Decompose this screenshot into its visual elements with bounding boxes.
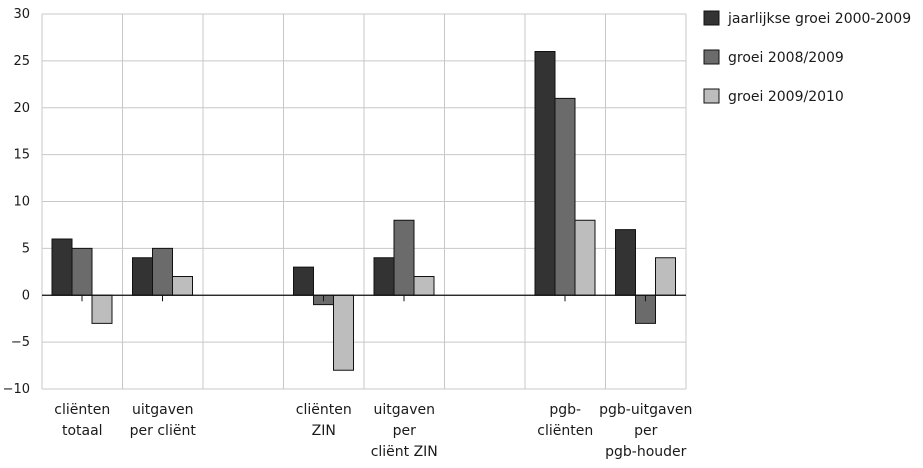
category-label: ZIN [312,423,336,439]
grid-lines [41,13,687,390]
category-label: uitgaven [132,402,194,418]
category-label: per [393,423,417,439]
bar-1 [615,229,636,296]
legend-label: groei 2008/2009 [728,50,844,66]
category-label: per [634,423,658,439]
legend-swatch [703,49,720,65]
y-tick-label: 30 [13,7,30,22]
y-tick-label: 5 [22,241,30,256]
category-label: cliënt ZIN [371,444,438,460]
category-label: pgb-uitgaven [599,402,692,418]
bar-3 [91,294,113,324]
bar-1 [293,266,314,296]
legend: jaarlijkse groei 2000-2009 groei 2008/200… [703,10,911,105]
y-tick-label: 0 [22,288,30,303]
bar-1 [534,51,556,296]
bar-3 [413,276,435,296]
y-tick-label: −5 [11,335,30,350]
y-tick-label: −10 [3,382,30,397]
category-label: cliënten [296,402,352,418]
bar-1 [51,238,73,296]
category-label: per cliënt [130,423,197,439]
legend-label: jaarlijkse groei 2000-2009 [727,11,911,27]
bar-1 [132,257,153,296]
legend-swatch [703,88,720,104]
bar-2 [554,97,576,296]
bar-3 [172,276,193,296]
legend-label: groei 2009/2010 [728,89,844,105]
category-label: cliënten [54,402,110,418]
category-label: pgb-houder [605,444,687,460]
y-tick-label: 20 [13,101,30,116]
category-label: uitgaven [374,402,436,418]
category-label: pgb- [549,402,581,418]
axes [42,294,686,302]
x-axis-category-labels: cliënten totaal uitgaven per cliënt cliënten… [54,402,692,460]
bar-group [51,51,676,371]
bar-2 [393,219,415,296]
bar-3 [655,257,676,296]
bar-2 [152,247,173,296]
bar-1 [373,257,395,296]
bar-3 [574,219,596,296]
bar-3 [333,294,354,371]
category-label: totaal [62,423,103,439]
y-tick-label: 15 [13,148,30,163]
y-tick-label: 25 [13,54,30,69]
bar-2 [71,247,93,296]
y-axis-tick-labels: 30 25 20 15 10 5 0 −5 −10 [3,7,30,397]
category-label: cliënten [537,423,593,439]
y-tick-label: 10 [13,195,30,210]
legend-swatch [703,10,720,26]
